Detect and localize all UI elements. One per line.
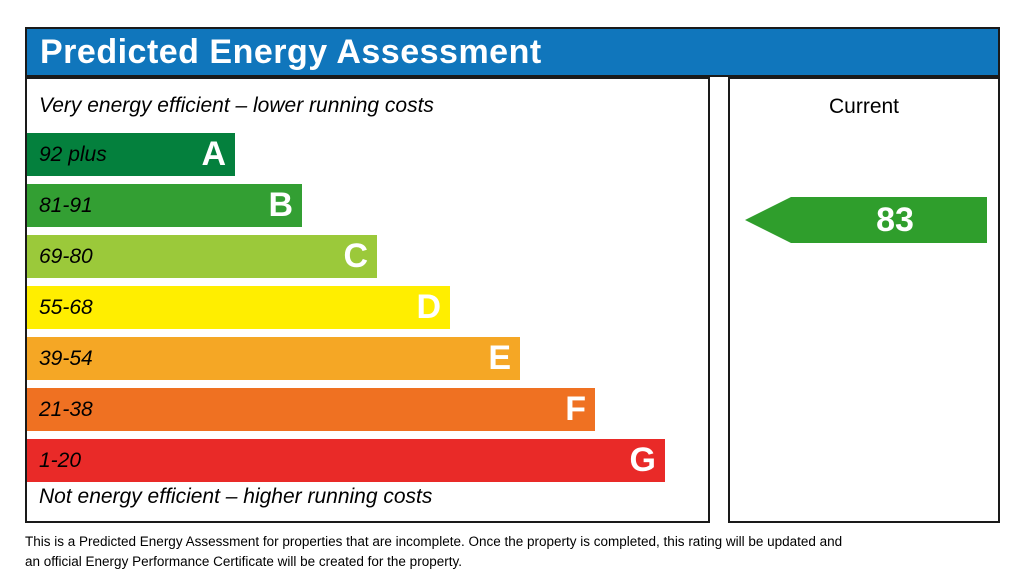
rating-band-c: 69-80 C	[27, 235, 377, 278]
band-letter: D	[416, 288, 441, 326]
rating-band-f: 21-38 F	[27, 388, 595, 431]
page-title: Predicted Energy Assessment	[40, 32, 542, 71]
band-range-label: 55-68	[39, 295, 93, 319]
band-letter: B	[268, 186, 293, 224]
current-column-label: Current	[828, 95, 900, 118]
rating-band-d: 55-68 D	[27, 286, 450, 329]
rating-band-a: 92 plus A	[27, 133, 235, 176]
bottom-caption: Not energy efficient – higher running co…	[39, 485, 433, 508]
header-bar: Predicted Energy Assessment	[25, 27, 1000, 77]
band-letter: E	[488, 339, 511, 377]
rating-bands: 92 plus A 81-91 B 69-80 C 55-68 D 39-54 E 21-38 F 1-…	[27, 133, 708, 490]
footnote-text: This is a Predicted Energy Assessment fo…	[25, 534, 843, 569]
rating-band-e: 39-54 E	[27, 337, 520, 380]
band-range-label: 39-54	[39, 346, 93, 370]
rating-band-g: 1-20 G	[27, 439, 665, 482]
band-range-label: 92 plus	[39, 142, 107, 166]
band-letter: C	[343, 237, 368, 275]
band-letter: A	[201, 135, 226, 173]
left-arrow-icon	[745, 197, 987, 243]
band-letter: F	[565, 390, 586, 428]
band-letter: G	[629, 441, 656, 479]
current-rating-value: 83	[876, 200, 914, 239]
rating-band-b: 81-91 B	[27, 184, 302, 227]
top-caption: Very energy efficient – lower running co…	[39, 94, 434, 117]
current-rating-panel: Current 83	[728, 77, 1000, 523]
rating-scale-panel: Very energy efficient – lower running co…	[25, 77, 710, 523]
current-rating-arrow: 83	[745, 197, 987, 243]
band-range-label: 69-80	[39, 244, 93, 268]
band-range-label: 1-20	[39, 448, 82, 472]
band-range-label: 21-38	[39, 397, 93, 421]
band-range-label: 81-91	[39, 193, 93, 217]
